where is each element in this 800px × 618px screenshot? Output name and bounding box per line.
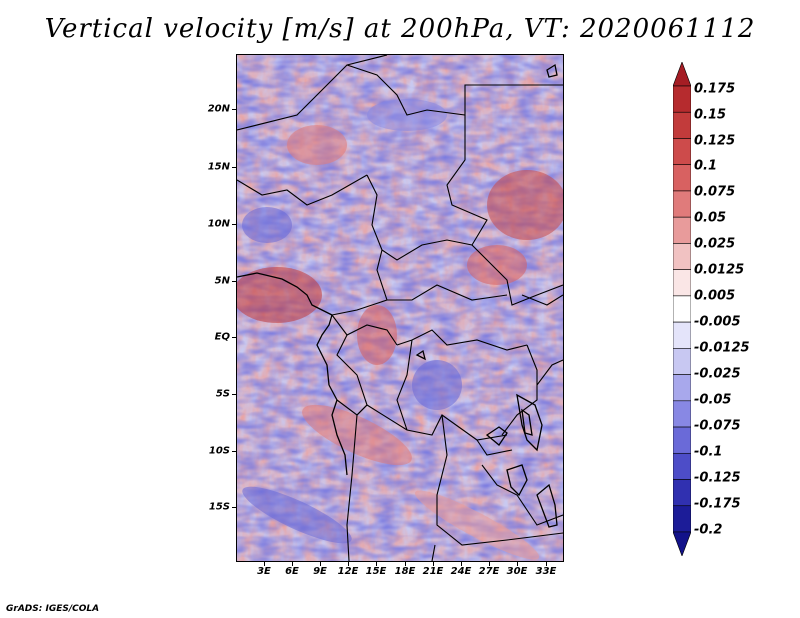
lat-tick [232, 281, 236, 282]
lat-label-20n: 20N [207, 103, 230, 115]
lon-tick [405, 562, 406, 566]
lon-label-27e: 27E [478, 566, 500, 577]
lon-label-30e: 30E [506, 566, 528, 577]
colorbar-label: 0.0125 [694, 262, 745, 278]
colorbar-segment [673, 426, 691, 454]
colorbar-segment [673, 321, 691, 349]
colorbar-segment [673, 269, 691, 297]
colorbar-label: -0.025 [694, 366, 741, 382]
lat-tick [232, 394, 236, 395]
lon-label-33e: 33E [535, 566, 557, 577]
velocity-field-svg [237, 55, 563, 561]
lon-tick [546, 562, 547, 566]
lon-label-12e: 12E [337, 566, 359, 577]
colorbar-segment [673, 400, 691, 428]
colorbar-label: -0.0125 [694, 340, 750, 356]
lon-tick [292, 562, 293, 566]
colorbar-segment [673, 531, 691, 556]
map-plot-area [236, 54, 564, 562]
colorbar-label: -0.05 [694, 392, 732, 408]
colorbar-label: -0.175 [694, 496, 741, 512]
colorbar [673, 62, 691, 556]
colorbar-segment [673, 216, 691, 244]
colorbar-label: 0.125 [694, 133, 736, 149]
colorbar-segment [673, 479, 691, 507]
colorbar-label: -0.125 [694, 470, 741, 486]
field-patches [237, 99, 563, 560]
colorbar-segment [673, 164, 691, 192]
lon-tick [433, 562, 434, 566]
lat-label-15s: 15S [208, 501, 230, 513]
colorbar-label: 0.175 [694, 81, 736, 97]
lon-tick [489, 562, 490, 566]
colorbar-segment [673, 452, 691, 480]
lon-tick [461, 562, 462, 566]
colorbar-segment [673, 111, 691, 139]
colorbar-segment [673, 295, 691, 323]
colorbar-segment [673, 374, 691, 402]
lon-label-24e: 24E [450, 566, 472, 577]
lat-label-5n: 5N [214, 275, 230, 287]
lat-tick [232, 507, 236, 508]
coastline [237, 63, 558, 528]
grads-credit: GrADS: IGES/COLA [6, 604, 100, 614]
lat-tick [232, 337, 236, 338]
lat-tick [232, 451, 236, 452]
colorbar-segment [673, 505, 691, 533]
colorbar-segment [673, 190, 691, 218]
lon-tick [264, 562, 265, 566]
lon-tick [320, 562, 321, 566]
colorbar-segment [673, 348, 691, 375]
lon-tick [517, 562, 518, 566]
colorbar-label: 0.025 [694, 236, 736, 252]
colorbar-segment [673, 85, 691, 113]
lat-label-eq: EQ [214, 331, 230, 343]
colorbar-segment [673, 62, 691, 87]
lat-label-10s: 10S [208, 445, 230, 457]
lat-tick [232, 224, 236, 225]
chart-title: Vertical velocity [m/s] at 200hPa, VT: 2… [44, 14, 756, 44]
lat-tick [232, 167, 236, 168]
country-borders [237, 55, 563, 561]
colorbar-label: -0.2 [694, 522, 723, 538]
colorbar-label: -0.1 [694, 444, 723, 460]
colorbar-label: 0.05 [694, 210, 727, 226]
lat-label-10n: 10N [207, 218, 230, 230]
lat-label-5s: 5S [215, 388, 230, 400]
colorbar-label: 0.1 [694, 158, 718, 174]
colorbar-label: 0.15 [694, 107, 727, 123]
lon-label-9e: 9E [313, 566, 327, 577]
lon-label-15e: 15E [365, 566, 387, 577]
colorbar-segment [673, 138, 691, 166]
colorbar-label: -0.075 [694, 418, 741, 434]
lon-tick [376, 562, 377, 566]
colorbar-label: 0.075 [694, 184, 736, 200]
lon-tick [348, 562, 349, 566]
lat-label-15n: 15N [207, 161, 230, 173]
lat-tick [232, 109, 236, 110]
lon-label-18e: 18E [394, 566, 416, 577]
lon-label-6e: 6E [285, 566, 299, 577]
colorbar-label: 0.005 [694, 288, 736, 304]
colorbar-segment [673, 243, 691, 270]
lon-label-21e: 21E [422, 566, 444, 577]
lon-label-3e: 3E [257, 566, 271, 577]
colorbar-label: -0.005 [694, 314, 741, 330]
